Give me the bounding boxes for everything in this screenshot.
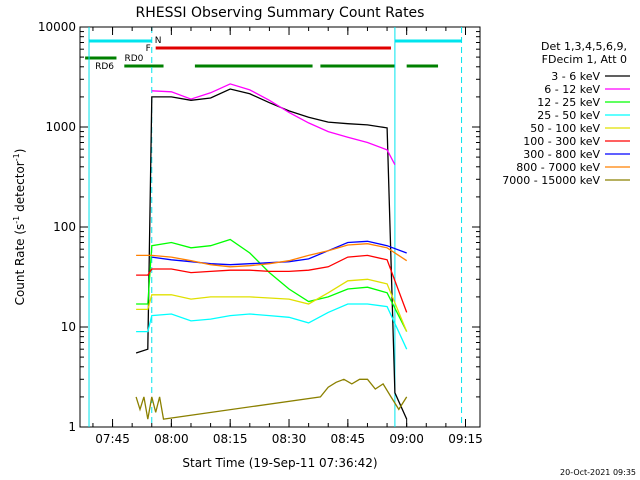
x-tick-label: 09:00	[389, 432, 424, 446]
legend-entry-label: 12 - 25 keV	[537, 96, 600, 109]
y-axis-label-sup2: -1	[12, 153, 21, 161]
chart-title: RHESSI Observing Summary Count Rates	[136, 5, 425, 21]
series-group	[135, 83, 408, 420]
x-tick-label: 07:45	[95, 432, 130, 446]
legend-entry-label: 3 - 6 keV	[551, 70, 600, 83]
footer-timestamp: 20-Oct-2021 09:35	[560, 468, 636, 477]
series-line	[136, 278, 408, 332]
night-flag-label: N	[155, 36, 162, 46]
axes-group: 07:45 08:00 08:15 08:30 08:45 09:00 09:15 1 10 10…	[38, 20, 483, 446]
y-axis-label: Count Rate (s-1 detector-1)	[12, 149, 27, 306]
y-axis-label-mid: detector	[13, 161, 27, 216]
y-axis-label-end: )	[13, 149, 27, 154]
x-tick-label: 08:15	[213, 432, 248, 446]
x-tick-label: 08:45	[331, 432, 366, 446]
series-line	[135, 88, 408, 420]
x-tick-label: 08:30	[272, 432, 307, 446]
x-tick-label: 08:00	[154, 432, 189, 446]
y-tick-label: 10	[61, 320, 76, 334]
legend-header-2: FDecim 1, Att 0	[542, 53, 627, 66]
series-line	[136, 254, 408, 313]
y-axis-label-main: Count Rate (s	[13, 224, 27, 306]
legend-entry-label: 300 - 800 keV	[523, 148, 600, 161]
legend-entry-label: 50 - 100 keV	[530, 122, 600, 135]
legend-entry-label: 100 - 300 keV	[523, 135, 600, 148]
legend-entry-label: 7000 - 15000 keV	[502, 174, 600, 187]
x-tick-label: 09:15	[448, 432, 483, 446]
series-line	[136, 243, 408, 268]
y-tick-label: 1000	[45, 120, 76, 134]
legend-header-1: Det 1,3,4,5,6,9,	[541, 40, 627, 53]
legend-entry-label: 25 - 50 keV	[537, 109, 600, 122]
series-line	[151, 83, 396, 166]
legend-entry-label: 800 - 7000 keV	[516, 161, 600, 174]
series-line	[136, 303, 408, 350]
flare-flag-label: F	[146, 44, 151, 54]
rd0-flag-label: RD0	[124, 54, 143, 64]
legend-entry-label: 6 - 12 keV	[544, 83, 600, 96]
y-tick-label: 1	[68, 420, 76, 434]
series-line	[135, 378, 408, 420]
y-tick-label: 100	[53, 220, 76, 234]
legend: Det 1,3,4,5,6,9, FDecim 1, Att 0 3 - 6 k…	[502, 40, 630, 187]
rd6-flag-label: RD6	[95, 62, 114, 72]
y-tick-label: 10000	[38, 20, 76, 34]
y-axis-label-sup1: -1	[12, 216, 21, 224]
x-axis-label: Start Time (19-Sep-11 07:36:42)	[182, 456, 377, 470]
